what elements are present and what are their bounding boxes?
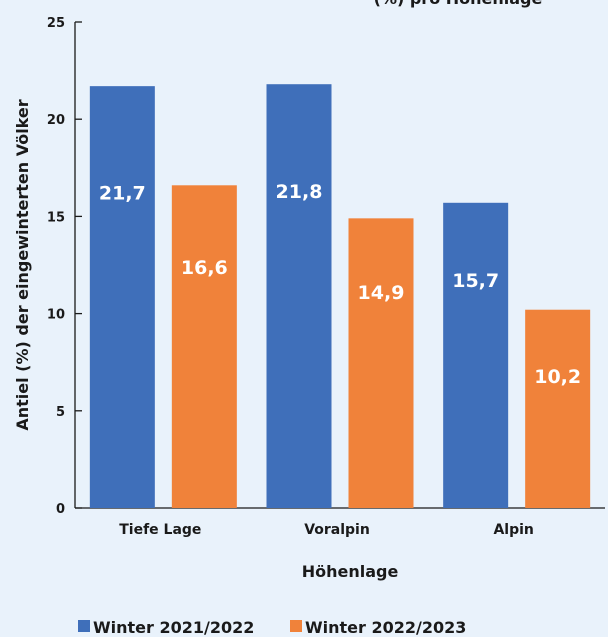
chart-title: (%) pro Höhenlage [374, 0, 543, 8]
data-label: 21,7 [99, 183, 146, 205]
data-label: 14,9 [358, 282, 405, 304]
bar [266, 84, 332, 508]
legend: Winter 2021/2022 Winter 2022/2023 [78, 618, 466, 637]
y-axis-ticks: 0 5 10 15 20 25 [47, 16, 82, 517]
data-label: 10,2 [534, 366, 581, 388]
x-axis-ticks: Tiefe Lage Voralpin Alpin [119, 522, 534, 538]
y-axis-title: Antiel (%) der eingewinterten Völker [13, 99, 32, 430]
y-tick-label: 20 [47, 113, 65, 128]
chart-axes [74, 22, 605, 509]
bar [443, 202, 509, 509]
legend-swatch [290, 620, 302, 632]
bars [89, 84, 591, 509]
legend-label: Winter 2021/2022 [93, 618, 254, 637]
x-tick-label: Voralpin [304, 522, 370, 538]
data-labels: 21,7 16,6 21,8 14,9 15,7 10,2 [99, 181, 581, 388]
y-tick-label: 10 [47, 308, 65, 323]
data-label: 16,6 [181, 257, 228, 279]
bar [525, 309, 591, 508]
bar [171, 185, 237, 508]
data-label: 15,7 [452, 270, 499, 292]
y-tick-label: 0 [56, 502, 65, 517]
y-tick-label: 25 [47, 16, 65, 31]
legend-swatch [78, 620, 90, 632]
x-axis-title: Höhenlage [302, 562, 399, 581]
bar [89, 86, 155, 508]
legend-label: Winter 2022/2023 [305, 618, 466, 637]
bar [348, 218, 414, 508]
y-tick-label: 15 [47, 210, 65, 225]
y-tick-label: 5 [56, 405, 65, 420]
x-tick-label: Alpin [493, 522, 533, 538]
x-tick-label: Tiefe Lage [119, 522, 201, 538]
data-label: 21,8 [276, 181, 323, 203]
